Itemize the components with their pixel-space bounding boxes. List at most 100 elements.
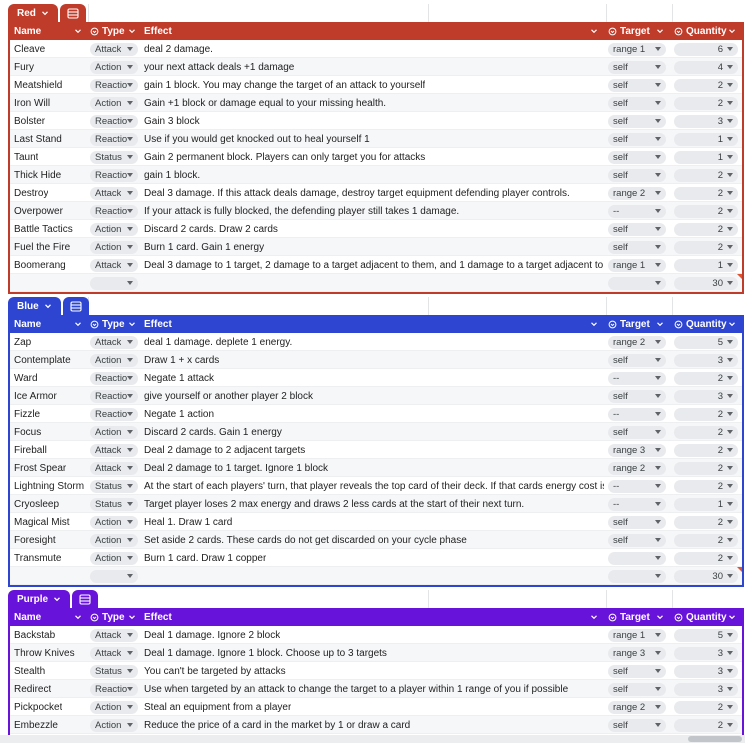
quantity-dropdown[interactable]: 2 (674, 443, 738, 457)
type-dropdown[interactable]: Status (90, 664, 138, 678)
cell-name[interactable]: Thick Hide (10, 166, 88, 184)
target-dropdown[interactable]: self (608, 168, 666, 182)
quantity-dropdown[interactable]: 5 (674, 335, 738, 349)
cell-type[interactable]: Action (88, 716, 140, 734)
cell-name[interactable]: Fuel the Fire (10, 238, 88, 256)
cell-effect[interactable]: gain 1 block. (140, 166, 604, 184)
cell-quantity[interactable]: 3 (670, 662, 742, 680)
quantity-dropdown[interactable]: 2 (674, 479, 738, 493)
cell-name[interactable]: Pickpocket (10, 698, 88, 716)
cell-effect[interactable]: Draw 1 + x cards (140, 351, 604, 369)
cell-name[interactable]: Iron Will (10, 94, 88, 112)
cell-effect[interactable]: Steal an equipment from a player (140, 698, 604, 716)
cell-type[interactable]: Attack (88, 459, 140, 477)
cell-type[interactable]: Reaction (88, 202, 140, 220)
cell-type[interactable]: Action (88, 423, 140, 441)
cell-target[interactable]: self (604, 112, 670, 130)
cell-quantity[interactable]: 2 (670, 698, 742, 716)
quantity-dropdown[interactable]: 2 (674, 240, 738, 254)
target-dropdown[interactable]: self (608, 718, 666, 732)
target-dropdown[interactable]: range 3 (608, 443, 666, 457)
quantity-dropdown[interactable]: 1 (674, 132, 738, 146)
quantity-dropdown[interactable]: 30 (674, 569, 738, 583)
cell-quantity[interactable]: 2 (670, 202, 742, 220)
cell-effect[interactable]: You can't be targeted by attacks (140, 662, 604, 680)
cell-name[interactable]: Ward (10, 369, 88, 387)
quantity-dropdown[interactable]: 30 (674, 276, 738, 290)
cell-type[interactable]: Action (88, 220, 140, 238)
cell-name[interactable]: Redirect (10, 680, 88, 698)
cell-target[interactable]: range 3 (604, 644, 670, 662)
cell-name[interactable]: Stealth (10, 662, 88, 680)
type-dropdown[interactable]: Reaction (90, 132, 138, 146)
cell-name[interactable] (10, 274, 88, 292)
cell-type[interactable]: Attack (88, 441, 140, 459)
cell-type[interactable]: Attack (88, 333, 140, 351)
cell-target[interactable] (604, 274, 670, 292)
cell-quantity[interactable]: 4 (670, 58, 742, 76)
cell-target[interactable]: self (604, 387, 670, 405)
column-header-type[interactable]: Type (88, 315, 140, 333)
cell-name[interactable]: Backstab (10, 626, 88, 644)
cell-quantity[interactable]: 6 (670, 40, 742, 58)
table-tab[interactable]: Blue (8, 297, 61, 315)
cell-quantity[interactable]: 1 (670, 256, 742, 274)
cell-name[interactable]: Lightning Storm (10, 477, 88, 495)
cell-target[interactable]: self (604, 531, 670, 549)
quantity-dropdown[interactable]: 2 (674, 407, 738, 421)
cell-type[interactable]: Action (88, 549, 140, 567)
cell-quantity[interactable]: 2 (670, 94, 742, 112)
type-dropdown[interactable]: Reaction (90, 168, 138, 182)
cell-quantity[interactable]: 1 (670, 495, 742, 513)
cell-target[interactable]: range 2 (604, 333, 670, 351)
cell-target[interactable] (604, 567, 670, 585)
type-dropdown[interactable]: Action (90, 353, 138, 367)
chevron-down-icon[interactable] (74, 320, 82, 328)
cell-name[interactable]: Contemplate (10, 351, 88, 369)
cell-effect[interactable]: At the start of each players' turn, that… (140, 477, 604, 495)
cell-target[interactable]: self (604, 423, 670, 441)
type-dropdown[interactable]: Reaction (90, 682, 138, 696)
target-dropdown[interactable]: -- (608, 407, 666, 421)
cell-type[interactable]: Action (88, 698, 140, 716)
cell-quantity[interactable]: 2 (670, 716, 742, 734)
target-dropdown[interactable]: range 1 (608, 258, 666, 272)
cell-type[interactable]: Action (88, 531, 140, 549)
target-dropdown[interactable]: self (608, 96, 666, 110)
cell-effect[interactable]: Negate 1 action (140, 405, 604, 423)
target-dropdown[interactable]: -- (608, 371, 666, 385)
cell-effect[interactable]: your next attack deals +1 damage (140, 58, 604, 76)
cell-target[interactable] (604, 549, 670, 567)
cell-name[interactable] (10, 567, 88, 585)
cell-quantity[interactable]: 3 (670, 387, 742, 405)
type-dropdown[interactable]: Reaction (90, 407, 138, 421)
target-dropdown[interactable]: -- (608, 204, 666, 218)
chevron-down-icon[interactable] (74, 27, 82, 35)
cell-quantity[interactable]: 30 (670, 567, 742, 585)
cell-name[interactable]: Overpower (10, 202, 88, 220)
target-dropdown[interactable]: self (608, 60, 666, 74)
cell-type[interactable]: Action (88, 351, 140, 369)
cell-type[interactable]: Reaction (88, 130, 140, 148)
cell-type[interactable]: Attack (88, 40, 140, 58)
cell-quantity[interactable]: 3 (670, 112, 742, 130)
cell-target[interactable]: range 1 (604, 626, 670, 644)
cell-effect[interactable]: Burn 1 card. Draw 1 copper (140, 549, 604, 567)
cell-type[interactable]: Attack (88, 256, 140, 274)
type-dropdown[interactable]: Attack (90, 646, 138, 660)
cell-quantity[interactable]: 1 (670, 148, 742, 166)
quantity-dropdown[interactable]: 3 (674, 114, 738, 128)
cell-name[interactable]: Destroy (10, 184, 88, 202)
quantity-dropdown[interactable]: 3 (674, 389, 738, 403)
quantity-dropdown[interactable]: 2 (674, 78, 738, 92)
cell-target[interactable]: -- (604, 369, 670, 387)
quantity-dropdown[interactable]: 4 (674, 60, 738, 74)
target-dropdown[interactable]: self (608, 389, 666, 403)
cell-quantity[interactable]: 2 (670, 477, 742, 495)
cell-quantity[interactable]: 30 (670, 274, 742, 292)
cell-effect[interactable]: If your attack is fully blocked, the def… (140, 202, 604, 220)
table-tab[interactable]: Red (8, 4, 58, 22)
target-dropdown[interactable]: range 2 (608, 700, 666, 714)
type-dropdown[interactable] (90, 569, 138, 583)
cell-name[interactable]: Cleave (10, 40, 88, 58)
